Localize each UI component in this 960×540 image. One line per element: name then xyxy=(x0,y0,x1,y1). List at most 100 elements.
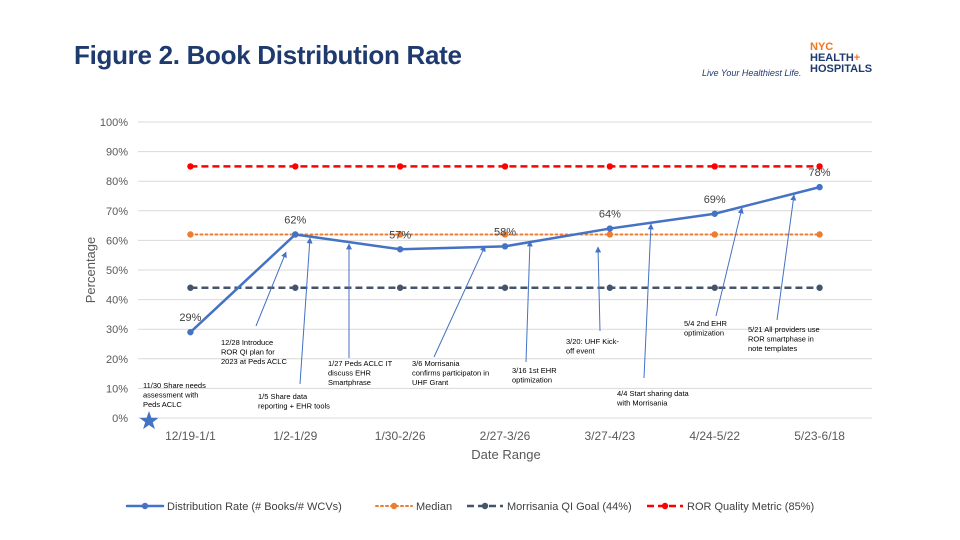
annotation-arrow xyxy=(776,194,797,321)
annotation-line: 11/30 Share needs xyxy=(143,381,206,390)
y-tick-label: 80% xyxy=(106,176,128,188)
page-title: Figure 2. Book Distribution Rate xyxy=(74,40,462,70)
logo-line-2: HEALTH+ xyxy=(810,53,872,64)
annotation-line: note templates xyxy=(748,344,797,353)
annotation-line: 1/27 Peds ACLC IT xyxy=(328,359,393,368)
logo-line-1: NYC xyxy=(810,41,834,53)
annotation-line: 3/16 1st EHR xyxy=(512,366,557,375)
annotation-line: 2023 at Peds ACLC xyxy=(221,357,287,366)
series-point xyxy=(396,284,404,291)
series-point xyxy=(816,183,823,191)
logo-wordmark: NYC HEALTH+ HOSPITALS xyxy=(810,42,872,75)
legend-swatch-point xyxy=(481,502,489,510)
annotation-text: 11/30 Share needs assessment with Peds ACL… xyxy=(143,381,206,409)
brand-logo: Live Your Healthiest Life. NYC HEALTH+ H… xyxy=(696,42,896,82)
series-lines xyxy=(187,163,823,336)
annotation-text: 1/5 Share data reporting + EHR tools xyxy=(258,392,330,411)
x-tick-label: 2/27-3/26 xyxy=(480,429,531,443)
y-tick-label: 50% xyxy=(106,265,128,277)
series-point xyxy=(187,328,194,336)
legend-label: Distribution Rate (# Books/# WCVs) xyxy=(167,501,342,513)
annotation-arrow xyxy=(255,251,287,327)
data-label: 58% xyxy=(494,226,516,238)
series-point xyxy=(711,231,718,238)
x-tick-label: 12/19-1/1 xyxy=(165,429,216,443)
annotation-text: 1/27 Peds ACLC IT discuss EHR Smartphrase xyxy=(328,359,393,387)
data-label: 69% xyxy=(704,194,726,206)
annotation-text: 3/16 1st EHR optimization xyxy=(512,366,557,385)
annotation-text: 5/21 All providers use ROR smartphase in n… xyxy=(748,325,820,353)
y-tick-label: 20% xyxy=(106,354,128,366)
y-tick-label: 0% xyxy=(112,413,128,425)
annotation-text: 3/20: UHF Kick-off event xyxy=(566,337,619,356)
series-point xyxy=(501,231,509,238)
annotation-line: assessment with xyxy=(143,391,198,400)
series-point xyxy=(501,163,509,170)
star-icon xyxy=(139,411,159,430)
annotation-arrow xyxy=(643,223,654,379)
data-label: 29% xyxy=(179,312,201,324)
annotation-line: 3/20: UHF Kick- xyxy=(566,337,619,346)
series-point xyxy=(606,231,614,238)
x-tick-label: 1/30-2/26 xyxy=(375,429,426,443)
series-point xyxy=(606,284,614,291)
x-tick-label: 1/2-1/29 xyxy=(273,429,317,443)
series-point xyxy=(187,284,194,291)
y-tick-label: 100% xyxy=(100,117,128,129)
y-tick-label: 30% xyxy=(106,324,128,336)
annotation-arrow xyxy=(299,237,313,385)
series-point xyxy=(187,163,194,170)
series-point xyxy=(711,163,718,170)
annotation-arrow xyxy=(525,240,533,363)
y-tick-label: 60% xyxy=(106,235,128,247)
logo-health: HEALTH xyxy=(810,52,854,64)
data-label: 57% xyxy=(389,229,411,241)
annotation-line: optimization xyxy=(684,329,724,338)
series-point xyxy=(292,163,299,170)
series-point xyxy=(396,246,404,253)
series-point xyxy=(292,231,299,238)
annotation-line: optimization xyxy=(512,376,552,385)
series-point xyxy=(187,231,194,238)
annotation-line: off event xyxy=(566,347,596,356)
annotation-line: 5/4 2nd EHR xyxy=(684,319,728,328)
logo-tagline: Live Your Healthiest Life. xyxy=(702,68,802,78)
y-tick-label: 40% xyxy=(106,295,128,307)
annotation-text: 5/4 2nd EHR optimization xyxy=(684,319,728,338)
annotation-arrow xyxy=(595,246,602,332)
gridlines xyxy=(138,121,872,419)
series-line xyxy=(189,185,821,334)
logo-plus: + xyxy=(853,52,861,64)
series-point xyxy=(711,284,718,291)
series-point xyxy=(501,243,509,250)
series-point xyxy=(816,284,823,291)
series-point xyxy=(396,163,404,170)
x-axis-ticks: 12/19-1/1 1/2-1/29 1/30-2/26 2/27-3/26 3/27-… xyxy=(165,429,845,443)
annotation-line: ROR smartphase in xyxy=(748,335,814,344)
y-axis-ticks: 0% 10% 20% 30% 40% 50% 60% 70% 80% 90% 100% xyxy=(100,117,128,425)
annotation-line: discuss EHR xyxy=(328,369,372,378)
series-point xyxy=(711,210,718,217)
annotation-line: UHF Grant xyxy=(412,378,449,387)
annotation-line: 5/21 All providers use xyxy=(748,325,820,334)
legend-label: Median xyxy=(416,501,452,513)
x-tick-label: 3/27-4/23 xyxy=(584,429,635,443)
y-tick-label: 90% xyxy=(106,147,128,159)
series-point xyxy=(606,225,614,232)
annotation-line: reporting + EHR tools xyxy=(258,402,330,411)
annotation-line: 4/4 Start sharing data xyxy=(617,389,690,398)
data-label: 78% xyxy=(809,167,831,179)
annotation-line: Smartphrase xyxy=(328,378,371,387)
data-labels: 29% 62% 57% 58% 64% 69% 78% xyxy=(179,167,830,324)
annotation-line: 3/6 Morrisania xyxy=(412,359,460,368)
annotation-line: 1/5 Share data xyxy=(258,392,308,401)
legend-swatch-point xyxy=(390,502,398,510)
annotations: 11/30 Share needs assessment with Peds ACL… xyxy=(139,194,820,430)
series-point xyxy=(606,163,614,170)
annotation-line: with Morrisania xyxy=(616,399,668,408)
annotation-text: 12/28 Introduce ROR QI plan for 2023 at Pe… xyxy=(221,338,287,366)
annotation-line: Peds ACLC xyxy=(143,400,182,409)
x-tick-label: 5/23-6/18 xyxy=(794,429,845,443)
logo-line-3: HOSPITALS xyxy=(810,63,873,75)
